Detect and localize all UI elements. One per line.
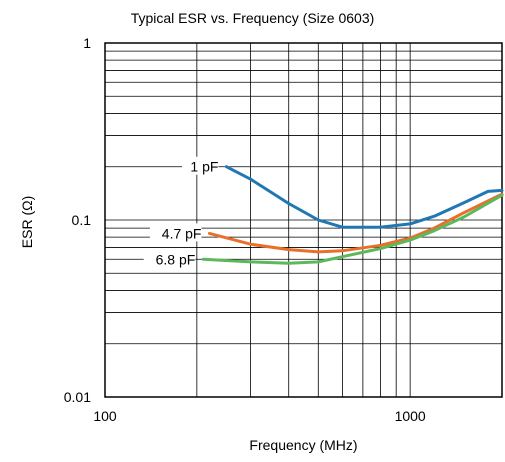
series-label-bg xyxy=(143,249,196,268)
x-tick-label: 100 xyxy=(93,408,117,424)
y-axis-label: ESR (Ω) xyxy=(19,195,35,249)
y-tick-label: 1 xyxy=(83,35,91,51)
y-tick-label: 0.01 xyxy=(64,389,91,405)
series-label-bg xyxy=(182,156,219,175)
chart-title: Typical ESR vs. Frequency (Size 0603) xyxy=(130,10,375,26)
series-line xyxy=(208,192,504,254)
series-label: 1 pF xyxy=(190,159,218,175)
plot-frame xyxy=(104,42,503,398)
x-axis-label: Frequency (MHz) xyxy=(249,437,358,453)
x-tick-label: 1000 xyxy=(395,408,426,424)
series-label-bg xyxy=(149,223,202,242)
series-label: 6.8 pF xyxy=(156,251,196,267)
series-label: 4.7 pF xyxy=(162,225,202,241)
y-tick-label: 0.1 xyxy=(72,212,92,228)
series-line xyxy=(224,165,504,229)
series-line xyxy=(201,193,504,265)
